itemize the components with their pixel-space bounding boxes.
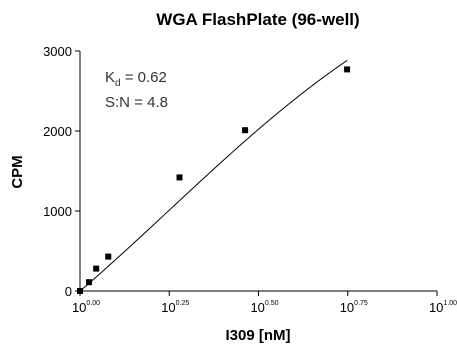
data-points-layer [77,66,351,294]
x-axis: 100.00 100.25 100.50 100.75 101.00 [72,290,457,315]
x-tick-label: 100.00 [72,300,100,315]
data-point [176,174,183,181]
fit-curve [79,60,348,292]
y-axis: 0 1000 2000 3000 [43,44,81,299]
y-axis-label: CPM [9,155,26,188]
y-tick-label: 3000 [43,44,72,59]
kd-symbol: K [105,69,115,86]
data-point [105,253,112,260]
data-point [242,127,249,134]
kd-subscript: d [115,78,121,89]
data-point [344,66,351,73]
annotation-group: Kd = 0.62 S:N = 4.8 [105,69,168,111]
data-point [86,279,93,286]
x-tick-label: 100.75 [340,300,368,315]
fit-curve-layer [79,60,348,292]
x-tick-label: 101.00 [429,300,457,315]
kd-annotation: Kd = 0.62 [105,69,167,89]
y-tick-label: 0 [65,284,72,299]
data-point [93,265,100,272]
sn-annotation: S:N = 4.8 [105,94,168,111]
data-point [77,288,83,294]
x-tick-label: 100.25 [161,300,189,315]
y-tick-label: 2000 [43,124,72,139]
x-axis-label: I309 [nM] [225,327,290,344]
y-tick-label: 1000 [43,204,72,219]
x-tick-label: 100.50 [250,300,278,315]
chart-title: WGA FlashPlate (96-well) [156,10,359,29]
kd-value: = 0.62 [121,69,167,86]
